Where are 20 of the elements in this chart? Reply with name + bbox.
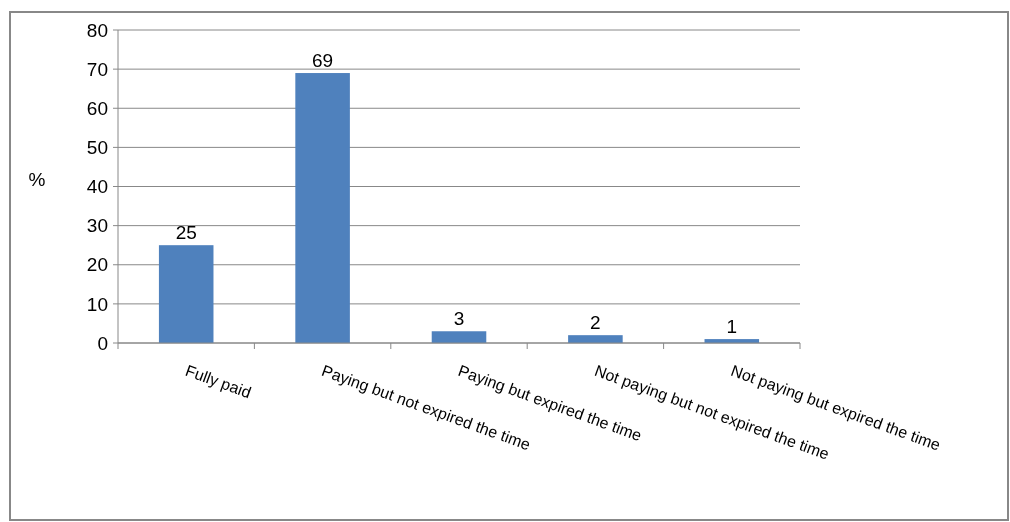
bar	[295, 73, 350, 343]
y-tick-label: 50	[86, 137, 108, 159]
y-axis-title: %	[28, 169, 46, 190]
y-tick-label: 70	[86, 58, 108, 80]
y-tick-label: 40	[86, 176, 108, 198]
data-label: 25	[175, 222, 197, 244]
bar	[431, 331, 487, 343]
y-tick-label: 30	[86, 215, 108, 237]
y-tick-label: 20	[86, 254, 108, 276]
x-tick-label: Fully paid	[183, 361, 254, 402]
y-tick-label: 60	[86, 97, 108, 119]
data-label: 2	[590, 312, 601, 334]
bar	[158, 245, 214, 343]
data-label: 1	[726, 316, 738, 338]
data-label: 3	[453, 308, 465, 330]
bar	[568, 335, 623, 343]
y-tick-label: 80	[86, 19, 108, 41]
data-label: 69	[312, 50, 334, 72]
y-tick-label: 0	[97, 332, 108, 354]
y-tick-label: 10	[86, 293, 108, 315]
